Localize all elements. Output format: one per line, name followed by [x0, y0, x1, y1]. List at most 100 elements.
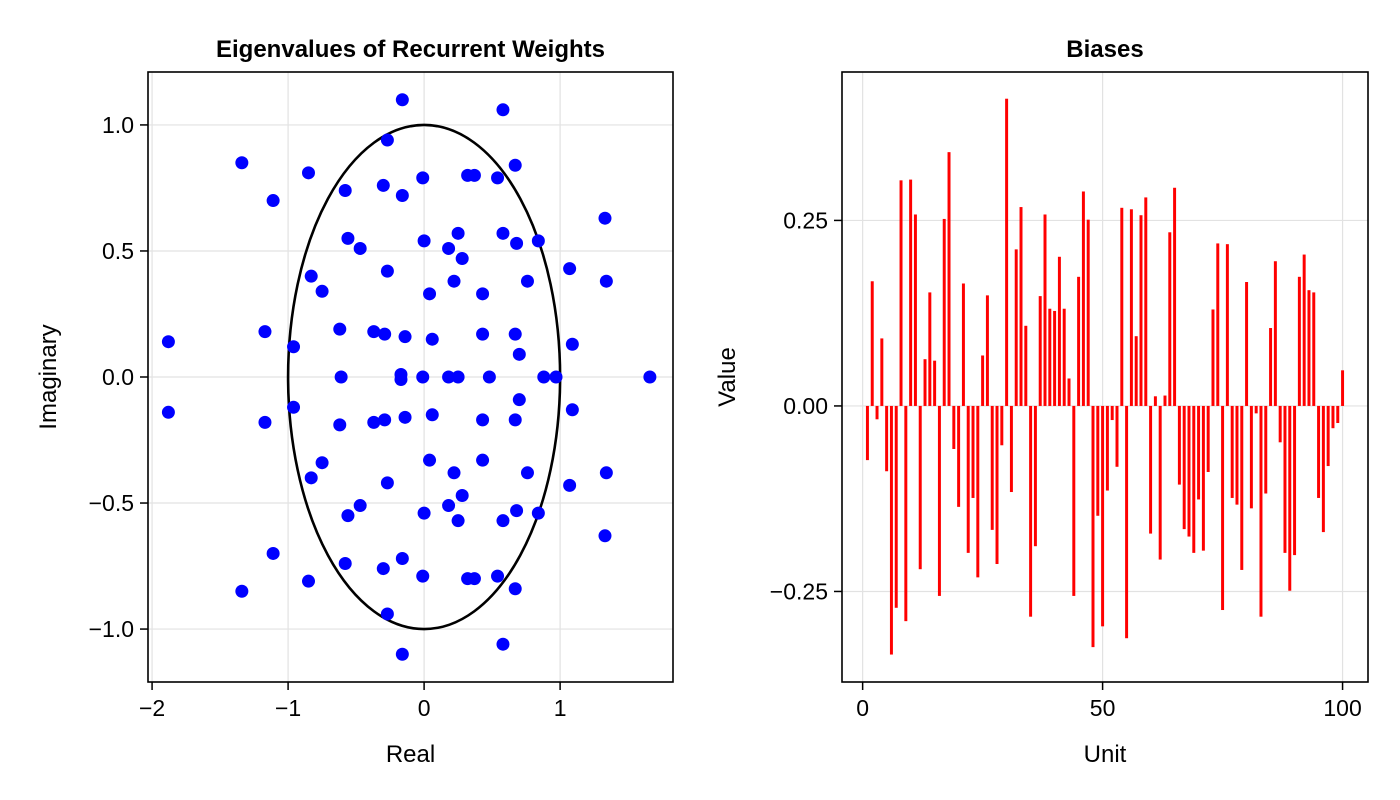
eigenvalue-point	[520, 466, 534, 480]
bias-bar	[1302, 254, 1306, 406]
bias-bar	[923, 359, 927, 406]
eigenvalue-point	[531, 234, 545, 248]
eigenvalue-point	[417, 506, 431, 520]
eigenvalue-point	[333, 418, 347, 432]
eigenvalue-point	[161, 405, 175, 419]
y-tick-label: −0.5	[89, 490, 134, 516]
eigenvalue-point	[549, 370, 563, 384]
bias-bar	[875, 405, 879, 420]
y-tick-label: −0.25	[770, 578, 828, 604]
bias-bar	[942, 218, 946, 406]
eigenvalue-point	[380, 133, 394, 147]
bias-bar	[1053, 310, 1057, 406]
eigenvalue-point	[353, 499, 367, 513]
bias-bar	[1245, 282, 1249, 406]
bias-bar	[913, 214, 917, 406]
eigenvalue-point	[315, 456, 329, 470]
bias-bar	[899, 180, 903, 406]
eigenvalue-point	[496, 103, 510, 117]
x-tick-label: −2	[139, 695, 165, 721]
x-tick-label: 50	[1090, 695, 1116, 721]
bias-bar	[880, 338, 884, 406]
eigenvalue-point	[304, 471, 318, 485]
x-tick-label: −1	[275, 695, 301, 721]
eigenvalue-point	[395, 647, 409, 661]
bias-bar	[1014, 249, 1018, 406]
eigenvalue-point	[367, 415, 381, 429]
bias-plot-title: Biases	[1066, 36, 1143, 63]
eigenvalue-point	[333, 322, 347, 336]
eigenvalue-point	[598, 529, 612, 543]
eigenvalue-point	[315, 284, 329, 298]
bias-bar	[904, 405, 908, 622]
eigenvalue-point	[598, 211, 612, 225]
eigenvalue-gridlines	[148, 72, 673, 682]
bias-bar	[957, 405, 961, 507]
bias-bar	[1105, 405, 1109, 491]
bias-bar	[885, 405, 889, 472]
bias-bar	[1197, 405, 1201, 500]
eigenvalue-point	[266, 194, 280, 208]
eigenvalue-point	[455, 252, 469, 266]
bias-bar	[1240, 405, 1244, 570]
eigenvalue-plot: −2 −1 0 1 −1.0 −0.5 0.0 0.5 1.0 Eigenvalues of R…	[35, 36, 674, 768]
eigenvalue-point	[510, 504, 524, 518]
eigenvalue-point	[491, 569, 505, 583]
eigenvalue-point	[367, 325, 381, 339]
bias-bar	[1144, 197, 1148, 406]
bias-bar	[976, 405, 980, 578]
eigenvalue-point	[341, 231, 355, 245]
eigenvalue-point	[376, 178, 390, 192]
eigenvalue-point	[266, 546, 280, 560]
eigenvalue-point	[376, 562, 390, 576]
bias-bar	[1000, 405, 1004, 446]
bias-bars	[865, 98, 1345, 655]
bias-bar	[1033, 405, 1037, 547]
eigenvalue-point	[451, 226, 465, 240]
eigenvalue-point	[395, 189, 409, 203]
eigenvalue-point	[508, 327, 522, 341]
bias-bar	[1125, 405, 1129, 639]
eigenvalue-point	[398, 330, 412, 344]
eigenvalue-point	[301, 574, 315, 588]
eigenvalue-point	[416, 569, 430, 583]
bias-bar	[1153, 396, 1157, 406]
eigenvalue-point	[447, 274, 461, 288]
bias-bar	[1288, 405, 1292, 591]
eigenvalue-point	[451, 370, 465, 384]
bias-bar	[1269, 328, 1273, 406]
bias-bar	[1062, 308, 1066, 406]
bias-bar	[985, 295, 989, 406]
bias-bar	[1249, 405, 1253, 509]
bias-bar	[1283, 405, 1287, 553]
bias-bar	[1278, 405, 1282, 443]
eigenvalue-point	[455, 488, 469, 502]
eigenvalue-point	[258, 325, 272, 339]
eigenvalue-point	[380, 264, 394, 278]
eigenvalue-point	[508, 582, 522, 596]
eigenvalue-point	[442, 499, 456, 513]
bias-bar	[1009, 405, 1013, 493]
x-tick-label: 1	[554, 695, 567, 721]
eigenvalue-point	[425, 408, 439, 422]
bias-bar	[928, 292, 932, 406]
eigenvalue-y-axis-label: Imaginary	[35, 324, 62, 429]
bias-bar	[1029, 405, 1033, 617]
eigenvalue-points	[161, 93, 657, 661]
eigenvalue-point	[287, 340, 301, 354]
eigenvalue-point	[425, 332, 439, 346]
eigenvalue-point	[442, 241, 456, 255]
eigenvalue-point	[599, 466, 613, 480]
eigenvalue-point	[423, 453, 437, 467]
bias-bar	[1317, 405, 1321, 498]
eigenvalue-point	[520, 274, 534, 288]
bias-bar	[889, 405, 893, 655]
bias-bar	[909, 179, 913, 406]
bias-axis-ticks: 0 50 100 −0.25 0.00 0.25	[770, 207, 1362, 721]
bias-bar	[1149, 405, 1153, 534]
eigenvalue-x-axis-label: Real	[386, 741, 435, 768]
bias-x-axis-label: Unit	[1084, 741, 1127, 768]
eigenvalue-point	[378, 413, 392, 427]
bias-bar	[1091, 405, 1095, 648]
y-tick-label: 0.0	[102, 364, 134, 390]
